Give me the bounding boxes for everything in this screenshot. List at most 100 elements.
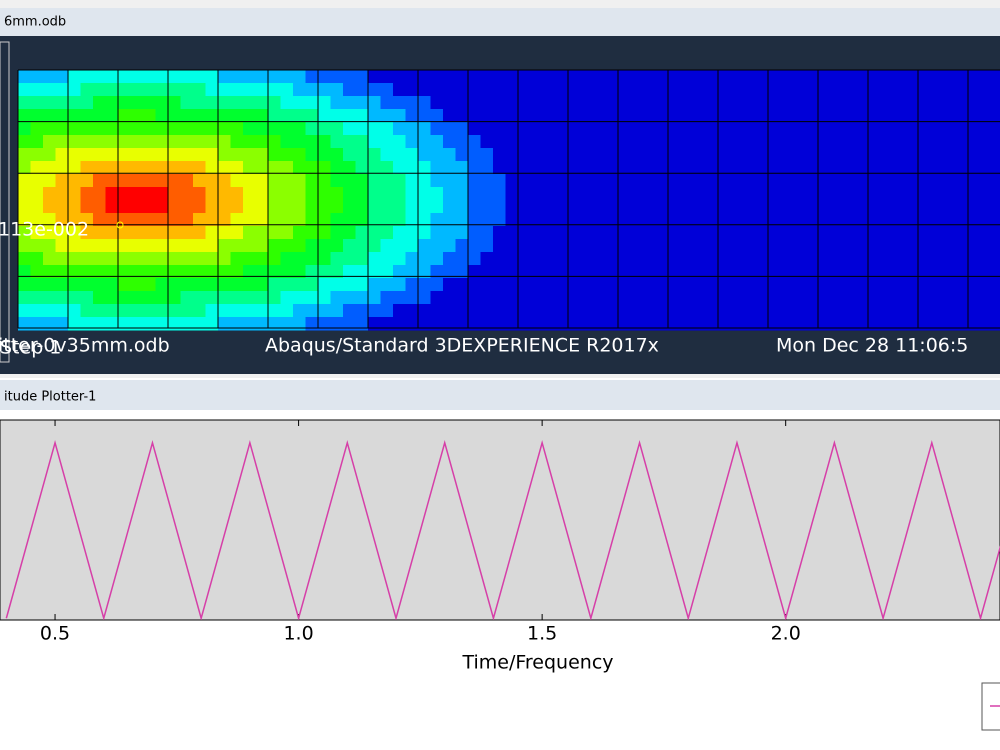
contour-cell: [918, 317, 931, 331]
contour-cell: [380, 109, 394, 123]
contour-cell: [980, 148, 994, 162]
contour-cell: [830, 304, 844, 318]
contour-cell: [243, 96, 256, 110]
contour-cell: [980, 135, 994, 149]
contour-cell: [980, 122, 994, 136]
contour-cell: [318, 109, 331, 123]
contour-cell: [393, 226, 406, 240]
contour-cell: [305, 304, 319, 318]
contour-cell: [668, 252, 681, 266]
contour-cell: [493, 187, 506, 201]
contour-cell: [805, 291, 819, 305]
contour-cell: [193, 239, 206, 253]
contour-cell: [743, 317, 756, 331]
contour-cell: [693, 187, 706, 201]
contour-cell: [468, 135, 481, 149]
contour-cell: [380, 265, 394, 279]
contour-cell: [543, 317, 556, 331]
contour-cell: [655, 291, 669, 305]
contour-cell: [868, 135, 881, 149]
contour-cell: [255, 265, 269, 279]
contour-cell: [630, 161, 644, 175]
contour-cell: [530, 226, 544, 240]
contour-cell: [130, 200, 144, 214]
contour-cell: [905, 304, 919, 318]
contour-cell: [205, 239, 219, 253]
contour-cell: [55, 252, 69, 266]
contour-cell: [880, 161, 894, 175]
contour-cell: [393, 83, 406, 97]
contour-cell: [643, 265, 656, 279]
contour-cell: [343, 135, 356, 149]
contour-cell: [468, 109, 481, 123]
contour-cell: [55, 122, 69, 136]
contour-cell: [880, 252, 894, 266]
contour-cell: [80, 265, 94, 279]
contour-cell: [868, 265, 881, 279]
contour-cell: [318, 239, 331, 253]
contour-cell: [818, 96, 831, 110]
contour-cell: [105, 278, 119, 292]
contour-cell: [518, 83, 531, 97]
contour-cell: [93, 148, 106, 162]
contour-cell: [230, 83, 244, 97]
contour-cell: [330, 265, 344, 279]
contour-cell: [218, 148, 231, 162]
contour-cell: [730, 265, 744, 279]
contour-cell: [455, 317, 469, 331]
contour-cell: [668, 226, 681, 240]
contour-cell: [993, 239, 1000, 253]
contour-cell: [68, 291, 81, 305]
contour-cell: [155, 291, 169, 305]
contour-cell: [418, 239, 431, 253]
contour-cell: [243, 70, 256, 84]
date-info: Mon Dec 28 11:06:5: [776, 335, 968, 357]
contour-cell: [543, 278, 556, 292]
contour-cell: [230, 200, 244, 214]
contour-cell: [855, 239, 869, 253]
contour-cell: [218, 226, 231, 240]
contour-cell: [855, 96, 869, 110]
contour-cell: [93, 187, 106, 201]
contour-cell: [155, 83, 169, 97]
contour-cell: [218, 161, 231, 175]
contour-cell: [380, 252, 394, 266]
viewport-titlebar[interactable]: [0, 8, 1000, 36]
contour-cell: [218, 213, 231, 227]
contour-cell: [968, 252, 981, 266]
contour-cell: [968, 317, 981, 331]
contour-cell: [493, 109, 506, 123]
contour-cell: [155, 161, 169, 175]
contour-cell: [680, 96, 694, 110]
contour-cell: [393, 200, 406, 214]
contour-cell: [130, 174, 144, 188]
contour-cell: [130, 109, 144, 123]
contour-cell: [905, 291, 919, 305]
contour-cell: [680, 161, 694, 175]
contour-cell: [468, 213, 481, 227]
contour-cell: [930, 200, 944, 214]
contour-cell: [955, 148, 969, 162]
plotter-titlebar[interactable]: [0, 380, 1000, 410]
contour-cell: [618, 187, 631, 201]
contour-cell: [780, 304, 794, 318]
contour-cell: [918, 304, 931, 318]
contour-cell: [555, 83, 569, 97]
contour-cell: [355, 213, 369, 227]
plot-area: [0, 419, 1000, 621]
contour-cell: [380, 174, 394, 188]
contour-cell: [18, 239, 31, 253]
solver-info: Abaqus/Standard 3DEXPERIENCE R2017x: [265, 335, 659, 357]
contour-cell: [955, 122, 969, 136]
contour-cell: [555, 96, 569, 110]
contour-cell: [768, 187, 781, 201]
contour-cell: [18, 226, 31, 240]
viewport-title: 6mm.odb: [4, 15, 66, 30]
contour-cell: [318, 200, 331, 214]
contour-cell: [843, 252, 856, 266]
contour-cell: [168, 265, 181, 279]
contour-cell: [605, 109, 619, 123]
contour-cell: [543, 213, 556, 227]
contour-cell: [255, 161, 269, 175]
contour-cell: [55, 109, 69, 123]
